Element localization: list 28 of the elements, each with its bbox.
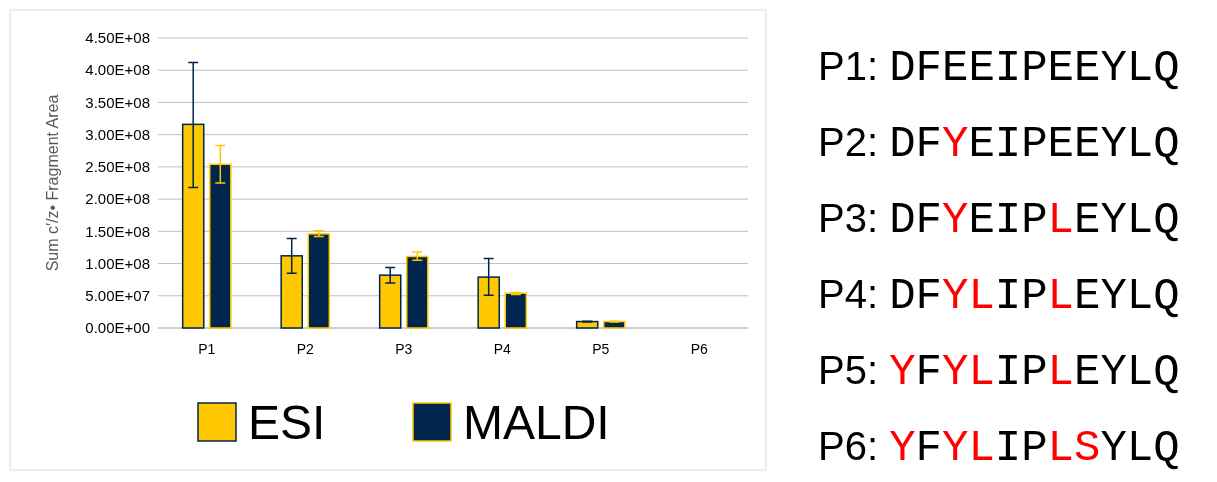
- x-tick-label: P2: [296, 341, 315, 357]
- text: P4: DFYLIPLEYLQ: [818, 271, 1180, 321]
- text: P1: DFEEIPEEYLQ: [818, 43, 1180, 93]
- legend-label: ESI: [248, 395, 326, 449]
- bar: [406, 255, 429, 329]
- x-tick-label: P1: [198, 341, 216, 357]
- y-tick-label: 3.50E+08: [85, 93, 150, 111]
- x-tick-label: P4: [493, 341, 512, 357]
- y-tick-label: 4.00E+08: [85, 61, 150, 79]
- bar: [504, 292, 528, 329]
- text: P3: DFYEIPLEYLQ: [818, 195, 1180, 245]
- text: P5: YFYLIPLEYLQ: [818, 347, 1180, 397]
- y-tick-label: 4.50E+08: [85, 29, 150, 47]
- y-tick-label: 1.00E+08: [85, 254, 150, 272]
- x-tick-label: P5: [592, 341, 610, 357]
- y-tick-label: 1.50E+08: [85, 222, 150, 240]
- y-tick-label: 5.00E+07: [85, 287, 150, 305]
- text: P6: YFYLIPLSYLQ: [818, 423, 1180, 473]
- y-tick-label: 0.00E+00: [85, 319, 150, 337]
- text: P2: DFYEIPEEYLQ: [818, 119, 1180, 169]
- x-tick-label: P6: [690, 341, 709, 357]
- bar: [307, 233, 331, 329]
- y-tick-label: 2.50E+08: [85, 158, 150, 176]
- x-tick-label: P3: [395, 341, 413, 357]
- legend-label: MALDI: [463, 395, 610, 449]
- y-axis-title: Sum c′/z• Fragment Area: [44, 94, 61, 272]
- y-tick-label: 2.00E+08: [85, 190, 150, 208]
- y-tick-label: 3.00E+08: [85, 125, 150, 143]
